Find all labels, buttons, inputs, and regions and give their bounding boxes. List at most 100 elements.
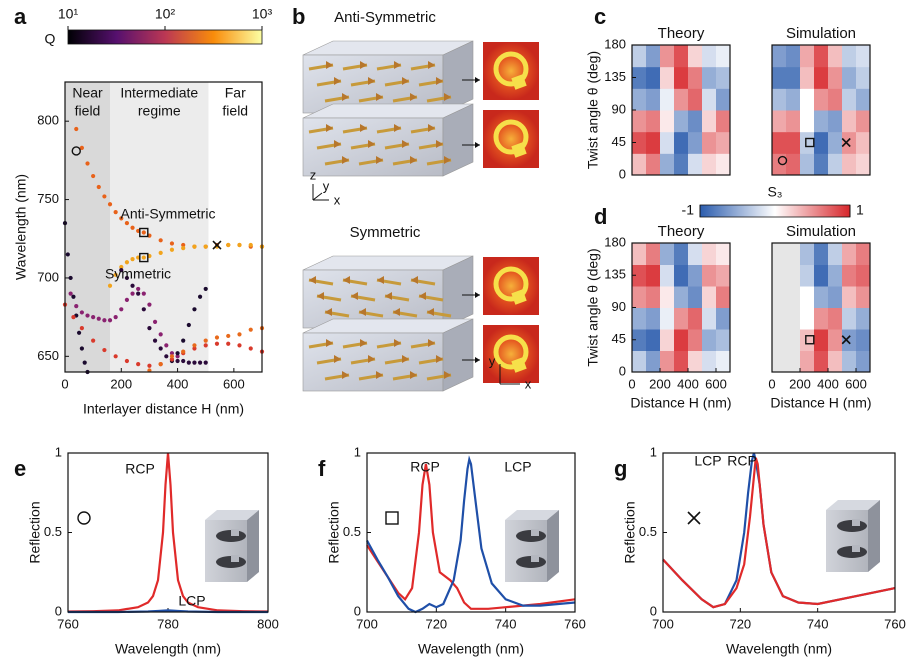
heatmap-cell bbox=[828, 66, 843, 89]
moment-head bbox=[334, 140, 341, 148]
inset-cube bbox=[205, 510, 259, 582]
heatmap-cell bbox=[716, 286, 731, 308]
heatmap-cell bbox=[674, 286, 689, 308]
field-notch bbox=[511, 289, 527, 305]
marker-cross bbox=[841, 335, 851, 345]
field-ring bbox=[493, 51, 529, 87]
heatmap-cell bbox=[828, 264, 843, 287]
moment-head bbox=[343, 276, 350, 284]
heatmap-cell bbox=[800, 264, 815, 287]
data-point bbox=[91, 173, 96, 179]
heatmap-cell bbox=[660, 153, 675, 176]
data-point bbox=[169, 241, 175, 246]
panel-letter: a bbox=[14, 4, 27, 29]
heatmap-cell bbox=[800, 45, 815, 68]
y-tick-label: 135 bbox=[604, 267, 626, 282]
heatmap-cell bbox=[674, 350, 689, 373]
data-point bbox=[124, 260, 130, 265]
colorbar-label: S₃ bbox=[767, 184, 782, 200]
moment-head bbox=[368, 355, 375, 363]
inset-cube bbox=[505, 510, 559, 582]
x-tick-label: 700 bbox=[652, 616, 674, 631]
section-title: Anti-Symmetric bbox=[334, 9, 436, 26]
moment-head bbox=[436, 140, 443, 148]
heatmap-cell bbox=[856, 307, 871, 330]
heatmap-cell bbox=[716, 45, 731, 68]
heatmap-cell bbox=[716, 329, 731, 351]
data-point bbox=[248, 346, 253, 351]
moment-head bbox=[402, 140, 409, 148]
heatmap-cell bbox=[800, 131, 815, 154]
moment-head bbox=[376, 156, 383, 164]
heatmap-cell bbox=[716, 131, 731, 154]
heatmap-cell bbox=[842, 131, 857, 154]
data-point bbox=[226, 341, 231, 346]
heatmap-cell bbox=[716, 264, 731, 287]
heatmap-cell bbox=[702, 243, 717, 265]
heatmap-cell bbox=[674, 131, 689, 154]
moment-head bbox=[351, 292, 358, 300]
field-map bbox=[483, 257, 539, 315]
data-point bbox=[65, 252, 70, 257]
heatmap-cell bbox=[828, 45, 843, 68]
data-point bbox=[186, 360, 191, 365]
line-series bbox=[662, 457, 896, 609]
data-point bbox=[124, 275, 130, 281]
data-point bbox=[175, 358, 180, 364]
x-axis-label: Wavelength (nm) bbox=[726, 641, 832, 657]
data-point bbox=[79, 326, 84, 331]
heatmap-cell bbox=[702, 264, 717, 287]
heatmap-cell bbox=[674, 243, 689, 265]
heatmap-cell bbox=[814, 329, 829, 351]
marker-cross bbox=[687, 511, 701, 525]
moment-head bbox=[444, 156, 451, 164]
heatmap-cell bbox=[786, 66, 801, 89]
y-tick-label: 0.5 bbox=[44, 524, 62, 539]
data-point bbox=[136, 362, 141, 367]
data-point bbox=[68, 291, 73, 296]
heatmap-cell bbox=[786, 286, 801, 308]
heatmap-cell bbox=[856, 88, 871, 111]
heatmap-cell bbox=[674, 88, 689, 111]
marker-circle bbox=[777, 155, 788, 166]
data-point bbox=[197, 360, 203, 365]
data-point bbox=[82, 360, 87, 365]
axis-letter: z bbox=[310, 167, 317, 182]
field-map bbox=[483, 110, 539, 168]
plot-frame bbox=[662, 452, 896, 613]
heatmap-cell bbox=[646, 243, 661, 265]
region bbox=[208, 82, 262, 372]
heatmap-cell bbox=[856, 350, 871, 373]
heatmap-cell bbox=[772, 329, 787, 351]
data-point bbox=[130, 257, 135, 262]
heatmap-cell bbox=[772, 66, 787, 89]
heatmap-cell bbox=[786, 110, 801, 133]
y-tick-label: 1 bbox=[650, 444, 657, 459]
disk-gap bbox=[231, 529, 239, 536]
axis-letter: y bbox=[489, 353, 496, 368]
heatmap-cell bbox=[688, 350, 703, 373]
heatmap-cell bbox=[688, 66, 703, 89]
heatmap-cell bbox=[660, 66, 675, 89]
heatmap-cell bbox=[828, 307, 843, 330]
cube-side bbox=[868, 500, 880, 572]
heatmap-cell bbox=[842, 286, 857, 308]
heatmap-cell bbox=[660, 131, 675, 154]
moment-head bbox=[444, 371, 451, 379]
data-point bbox=[141, 291, 146, 296]
heatmap-cell bbox=[702, 45, 717, 68]
heatmap-cell bbox=[772, 243, 787, 265]
y-tick-label: 0 bbox=[354, 603, 361, 618]
inset-cube bbox=[826, 500, 880, 572]
x-axis-label: Distance H (nm) bbox=[630, 395, 731, 411]
data-point bbox=[136, 291, 141, 296]
heatmap-cell bbox=[772, 286, 787, 308]
heatmap-cell bbox=[842, 243, 857, 265]
heatmap-cell bbox=[632, 286, 647, 308]
data-point bbox=[192, 346, 197, 351]
heatmap-cell bbox=[842, 329, 857, 351]
moment-head bbox=[325, 308, 332, 316]
heatmap-cell bbox=[814, 131, 829, 154]
data-point bbox=[91, 315, 96, 320]
heatmap-cell bbox=[716, 153, 731, 176]
